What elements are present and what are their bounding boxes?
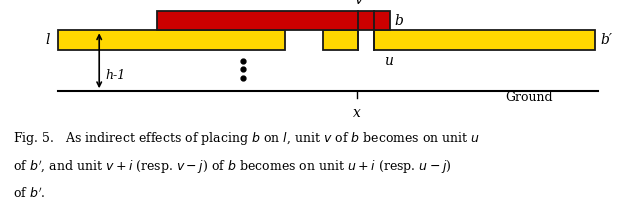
Text: Ground: Ground	[506, 91, 553, 104]
Text: l: l	[45, 33, 51, 47]
Text: h-1: h-1	[106, 69, 126, 82]
Bar	[157, 11, 390, 30]
Text: u: u	[384, 54, 393, 68]
Text: Fig. 5.   As indirect effects of placing $b$ on $l$, unit $v$ of $b$ becomes on : Fig. 5. As indirect effects of placing $…	[13, 130, 480, 147]
Text: x: x	[353, 106, 361, 120]
Bar	[374, 30, 595, 50]
Text: b: b	[395, 14, 404, 28]
Text: of $b'$.: of $b'$.	[13, 186, 45, 200]
Bar	[58, 30, 285, 50]
Text: v: v	[355, 0, 362, 7]
Text: of $b'$, and unit $v+i$ (resp. $v-j$) of $b$ becomes on unit $u+i$ (resp. $u-j$): of $b'$, and unit $v+i$ (resp. $v-j$) of…	[13, 158, 451, 176]
Bar	[323, 30, 358, 50]
Text: b′: b′	[600, 33, 612, 47]
